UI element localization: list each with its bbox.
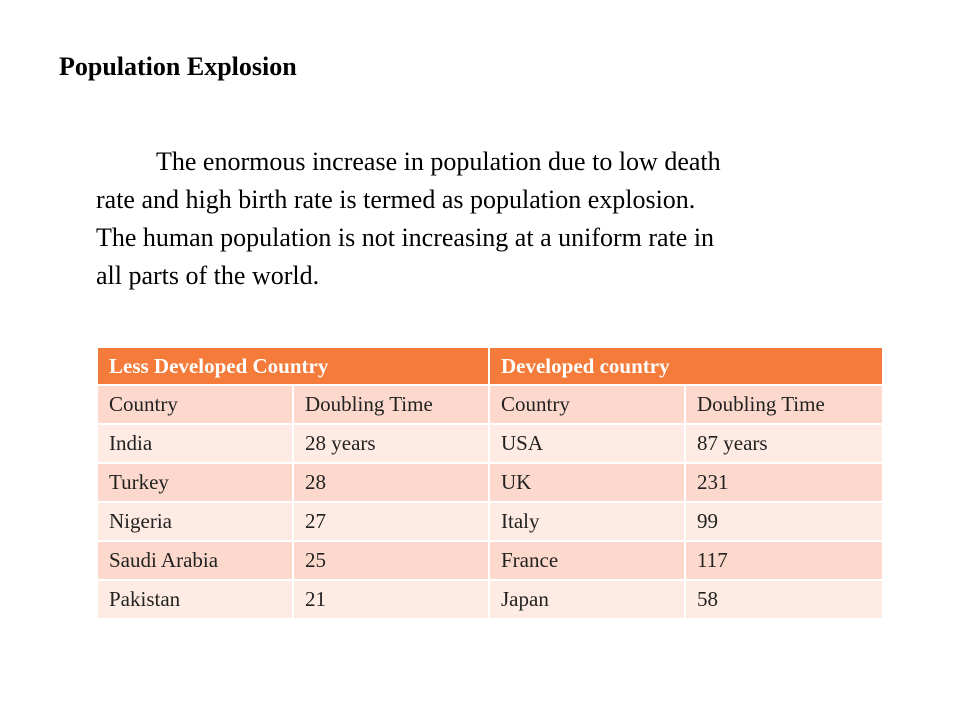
- table-cell: USA: [488, 423, 686, 464]
- table-cell: Nigeria: [96, 501, 294, 542]
- table-cell: 87 years: [683, 423, 885, 464]
- table-row: India 28 years USA 87 years: [96, 423, 885, 464]
- table-cell: Doubling Time: [683, 384, 885, 425]
- table-cell: Country: [96, 384, 294, 425]
- table-cell: 25: [292, 540, 490, 581]
- table-cell: UK: [488, 462, 686, 503]
- table-header-row: Less Developed Country Developed country: [96, 346, 885, 386]
- table-cell: 99: [683, 501, 885, 542]
- table-cell: Japan: [488, 579, 686, 620]
- table-cell: Italy: [488, 501, 686, 542]
- table-row: Pakistan 21 Japan 58: [96, 579, 885, 620]
- table-cell: 28 years: [292, 423, 490, 464]
- table-cell: 27: [292, 501, 490, 542]
- table-cell: Saudi Arabia: [96, 540, 294, 581]
- table-cell: 117: [683, 540, 885, 581]
- paragraph-line: all parts of the world.: [96, 261, 320, 290]
- table-row: Saudi Arabia 25 France 117: [96, 540, 885, 581]
- table-cell: Turkey: [96, 462, 294, 503]
- table-cell: India: [96, 423, 294, 464]
- paragraph-line: The human population is not increasing a…: [96, 223, 715, 252]
- table-row: Country Doubling Time Country Doubling T…: [96, 384, 885, 425]
- table-cell: 231: [683, 462, 885, 503]
- doubling-time-table: Less Developed Country Developed country…: [96, 346, 885, 620]
- table-cell: 58: [683, 579, 885, 620]
- table-cell: 28: [292, 462, 490, 503]
- table-row: Turkey 28 UK 231: [96, 462, 885, 503]
- paragraph-line: The enormous increase in population due …: [156, 147, 721, 176]
- header-developed: Developed country: [487, 346, 885, 386]
- intro-paragraph: The enormous increase in population due …: [96, 143, 866, 295]
- table-cell: Doubling Time: [292, 384, 490, 425]
- table-cell: Pakistan: [96, 579, 294, 620]
- table-row: Nigeria 27 Italy 99: [96, 501, 885, 542]
- table-cell: 21: [292, 579, 490, 620]
- header-less-developed: Less Developed Country: [96, 346, 490, 386]
- paragraph-line: rate and high birth rate is termed as po…: [96, 185, 696, 214]
- table-cell: Country: [488, 384, 686, 425]
- slide-title: Population Explosion: [59, 52, 297, 81]
- table-cell: France: [488, 540, 686, 581]
